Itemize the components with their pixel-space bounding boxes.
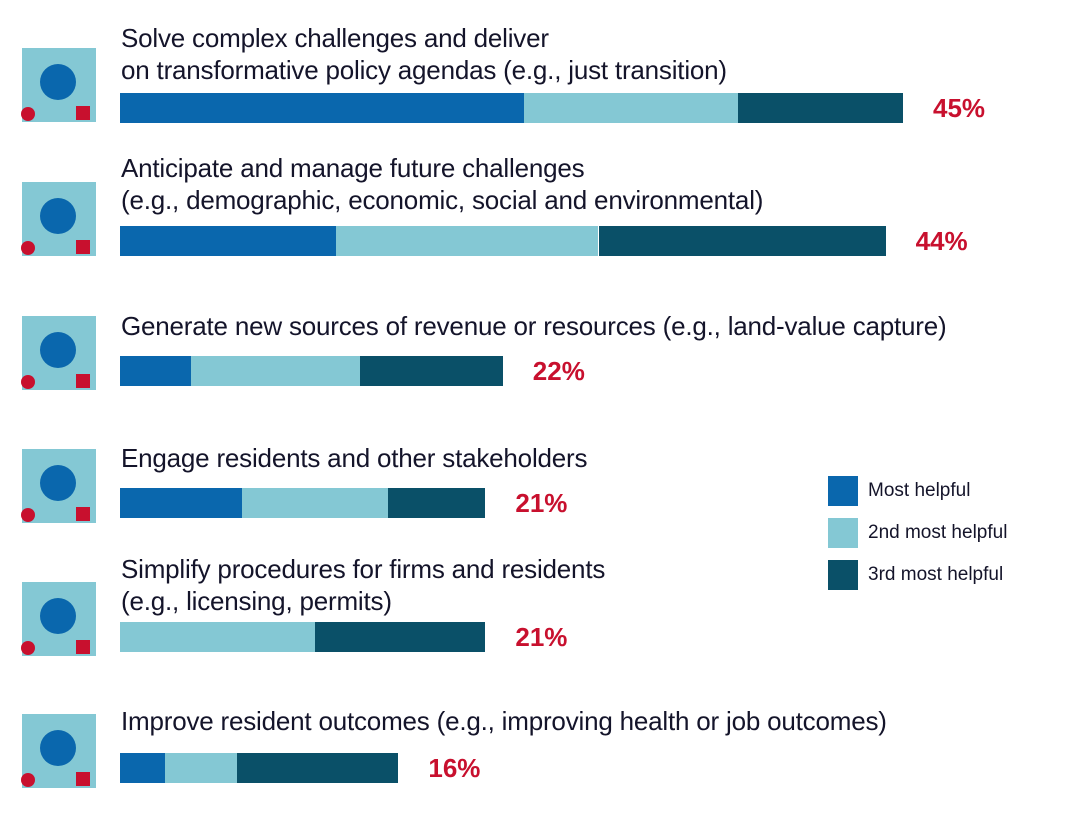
bar-segment [120, 622, 315, 652]
icon [21, 316, 96, 390]
bar-segment [120, 356, 192, 386]
bar-segment [598, 226, 886, 256]
total-label: 44% [915, 226, 968, 256]
total-label: 16% [428, 753, 481, 783]
bar-segment [241, 488, 388, 518]
bar-segment [191, 356, 361, 386]
bar-segment [335, 226, 599, 256]
bar-segment [120, 93, 524, 123]
category-label: Improve resident outcomes (e.g., improvi… [121, 706, 887, 736]
icon [21, 714, 96, 788]
total-label: 22% [532, 356, 585, 386]
legend-label: Most helpful [868, 480, 971, 501]
category-label: Generate new sources of revenue or resou… [121, 311, 947, 341]
icon [21, 582, 96, 656]
legend-swatch [828, 560, 858, 590]
legend-swatch [828, 518, 858, 548]
legend-label: 3rd most helpful [868, 564, 1004, 585]
legend-swatch [828, 476, 858, 506]
icon [21, 182, 96, 256]
bar-segment [360, 356, 503, 386]
bar-segment [387, 488, 486, 518]
total-label: 21% [515, 488, 568, 518]
icon [21, 48, 96, 122]
total-label: 45% [933, 93, 986, 123]
icon [21, 449, 96, 523]
bar-segment [120, 226, 336, 256]
bar-segment [523, 93, 738, 123]
category-label: Engage residents and other stakeholders [121, 443, 588, 473]
bar-segment [120, 488, 242, 518]
category-label: Solve complex challenges and deliver on … [121, 23, 727, 85]
bar-segment [165, 753, 237, 783]
total-label: 21% [515, 622, 568, 652]
category-label: Anticipate and manage future challenges … [121, 153, 764, 215]
bar-segment [120, 753, 166, 783]
legend-label: 2nd most helpful [868, 522, 1008, 543]
bar-segment [236, 753, 399, 783]
bar-segment [737, 93, 903, 123]
bar-segment [314, 622, 486, 652]
category-label: Simplify procedures for firms and reside… [121, 554, 606, 616]
